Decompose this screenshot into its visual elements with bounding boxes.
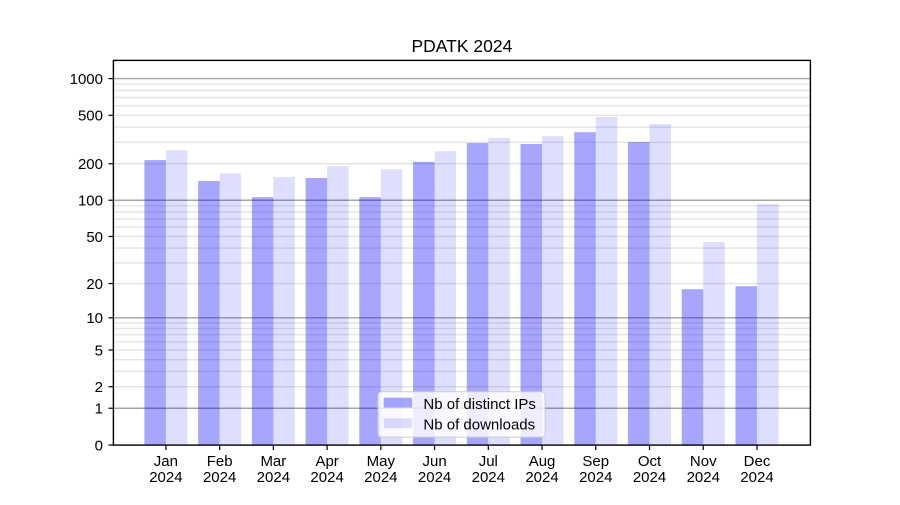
svg-text:2: 2 [95,379,103,396]
svg-text:May: May [367,453,396,470]
svg-text:2024: 2024 [364,469,397,486]
svg-text:Aug: Aug [529,453,556,470]
svg-text:2024: 2024 [472,469,505,486]
svg-text:Nb of downloads: Nb of downloads [423,417,535,434]
svg-text:Jun: Jun [422,453,446,470]
svg-text:500: 500 [78,108,103,125]
svg-text:Apr: Apr [315,453,338,470]
svg-text:50: 50 [86,229,103,246]
svg-text:1: 1 [95,401,103,418]
svg-text:200: 200 [78,156,103,173]
svg-text:Nov: Nov [690,453,717,470]
svg-text:100: 100 [78,193,103,210]
svg-text:Sep: Sep [582,453,609,470]
svg-text:10: 10 [86,310,103,327]
svg-text:Jan: Jan [154,453,178,470]
svg-text:Dec: Dec [744,453,771,470]
svg-text:2024: 2024 [633,469,666,486]
svg-text:Jul: Jul [479,453,498,470]
svg-text:Mar: Mar [260,453,286,470]
svg-text:2024: 2024 [525,469,558,486]
svg-text:2024: 2024 [310,469,343,486]
svg-text:2024: 2024 [149,469,182,486]
svg-text:2024: 2024 [418,469,451,486]
svg-text:20: 20 [86,276,103,293]
svg-text:5: 5 [95,342,103,359]
svg-text:PDATK 2024: PDATK 2024 [411,36,512,56]
svg-text:2024: 2024 [257,469,290,486]
svg-text:2024: 2024 [579,469,612,486]
svg-text:Oct: Oct [638,453,662,470]
svg-text:2024: 2024 [687,469,720,486]
svg-text:1000: 1000 [70,71,103,88]
svg-text:0: 0 [95,437,103,454]
svg-text:2024: 2024 [203,469,236,486]
svg-text:Nb of distinct IPs: Nb of distinct IPs [423,396,536,413]
svg-text:Feb: Feb [207,453,233,470]
svg-text:2024: 2024 [740,469,773,486]
